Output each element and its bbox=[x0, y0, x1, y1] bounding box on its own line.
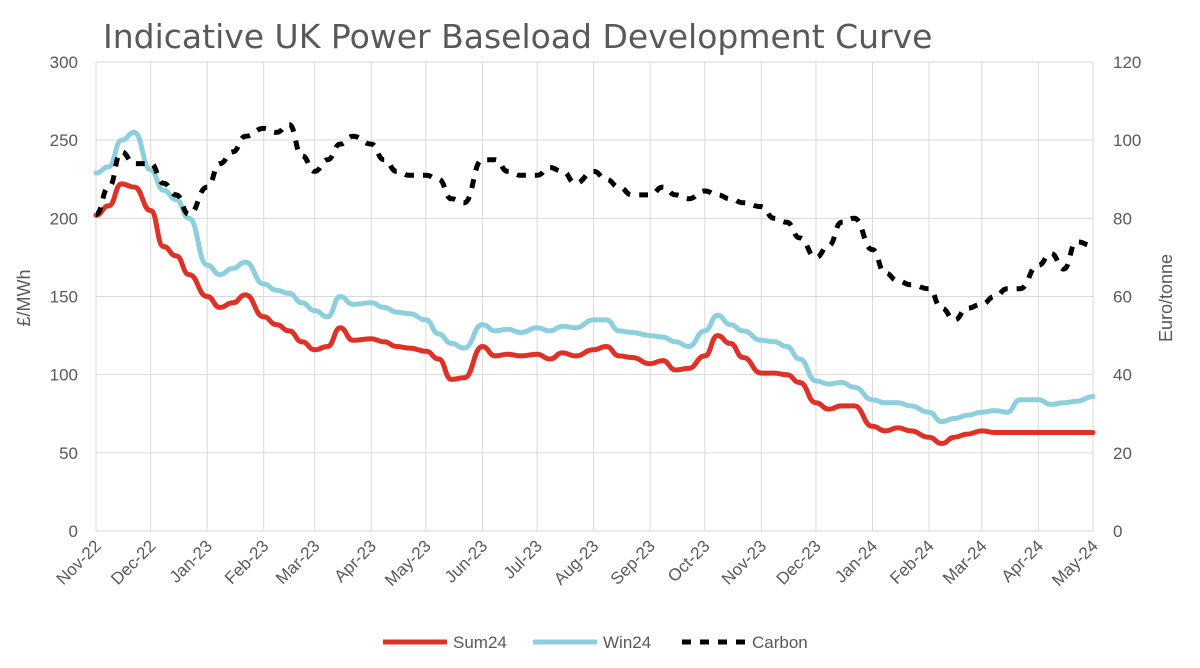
series-line-win24 bbox=[93, 129, 1096, 425]
x-tick-label: Dec-23 bbox=[773, 536, 825, 588]
left-tick-label: 250 bbox=[50, 131, 78, 150]
legend-label-carbon: Carbon bbox=[752, 633, 808, 652]
series-line-sum24 bbox=[93, 181, 1096, 446]
x-tick-label: Feb-24 bbox=[886, 536, 938, 588]
x-tick-label: May-23 bbox=[381, 536, 435, 590]
legend-label-sum24: Sum24 bbox=[453, 633, 507, 652]
right-tick-label: 120 bbox=[1113, 53, 1141, 72]
left-tick-label: 0 bbox=[69, 522, 78, 541]
right-axis-label: Euro/tonne bbox=[1156, 254, 1176, 342]
legend: Sum24 Win24 Carbon bbox=[383, 633, 808, 652]
x-tick-label: Apr-23 bbox=[331, 536, 381, 586]
x-tick-label: Dec-22 bbox=[107, 536, 159, 588]
x-tick-label: May-24 bbox=[1048, 536, 1102, 590]
gridlines bbox=[95, 61, 1094, 532]
x-tick-label: Jan-24 bbox=[831, 536, 881, 586]
left-tick-label: 50 bbox=[59, 444, 78, 463]
x-tick-label: Sep-23 bbox=[607, 536, 659, 588]
right-axis-ticks: 0 20 40 60 80 100 120 bbox=[1113, 53, 1141, 541]
x-tick-label: Mar-23 bbox=[272, 536, 324, 588]
right-tick-label: 100 bbox=[1113, 131, 1141, 150]
chart-title: Indicative UK Power Baseload Development… bbox=[103, 17, 932, 56]
x-tick-label: Apr-24 bbox=[998, 536, 1048, 586]
series-line-carbon bbox=[94, 122, 1094, 323]
left-axis-ticks: 0 50 100 150 200 250 300 bbox=[50, 53, 78, 541]
left-tick-label: 200 bbox=[50, 209, 78, 228]
x-tick-label: Nov-22 bbox=[53, 536, 105, 588]
x-tick-label: Jul-23 bbox=[500, 536, 546, 582]
right-tick-label: 40 bbox=[1113, 366, 1132, 385]
series-lines bbox=[93, 122, 1096, 446]
x-tick-label: Feb-23 bbox=[221, 536, 273, 588]
x-axis-ticks: Nov-22 Dec-22 Jan-23 Feb-23 Mar-23 Apr-23 May-… bbox=[53, 536, 1102, 590]
right-tick-label: 20 bbox=[1113, 444, 1132, 463]
right-tick-label: 80 bbox=[1113, 209, 1132, 228]
x-tick-label: Jan-23 bbox=[166, 536, 216, 586]
right-tick-label: 0 bbox=[1113, 522, 1122, 541]
legend-label-win24: Win24 bbox=[603, 633, 651, 652]
x-tick-label: Jun-23 bbox=[441, 536, 491, 586]
x-tick-label: Oct-23 bbox=[664, 536, 714, 586]
left-tick-label: 150 bbox=[50, 288, 78, 307]
left-tick-label: 300 bbox=[50, 53, 78, 72]
x-tick-label: Aug-23 bbox=[550, 536, 602, 588]
left-axis-label: £/MWh bbox=[14, 269, 34, 326]
right-tick-label: 60 bbox=[1113, 288, 1132, 307]
x-tick-label: Mar-24 bbox=[939, 536, 991, 588]
left-tick-label: 100 bbox=[50, 366, 78, 385]
x-tick-label: Nov-23 bbox=[718, 536, 770, 588]
